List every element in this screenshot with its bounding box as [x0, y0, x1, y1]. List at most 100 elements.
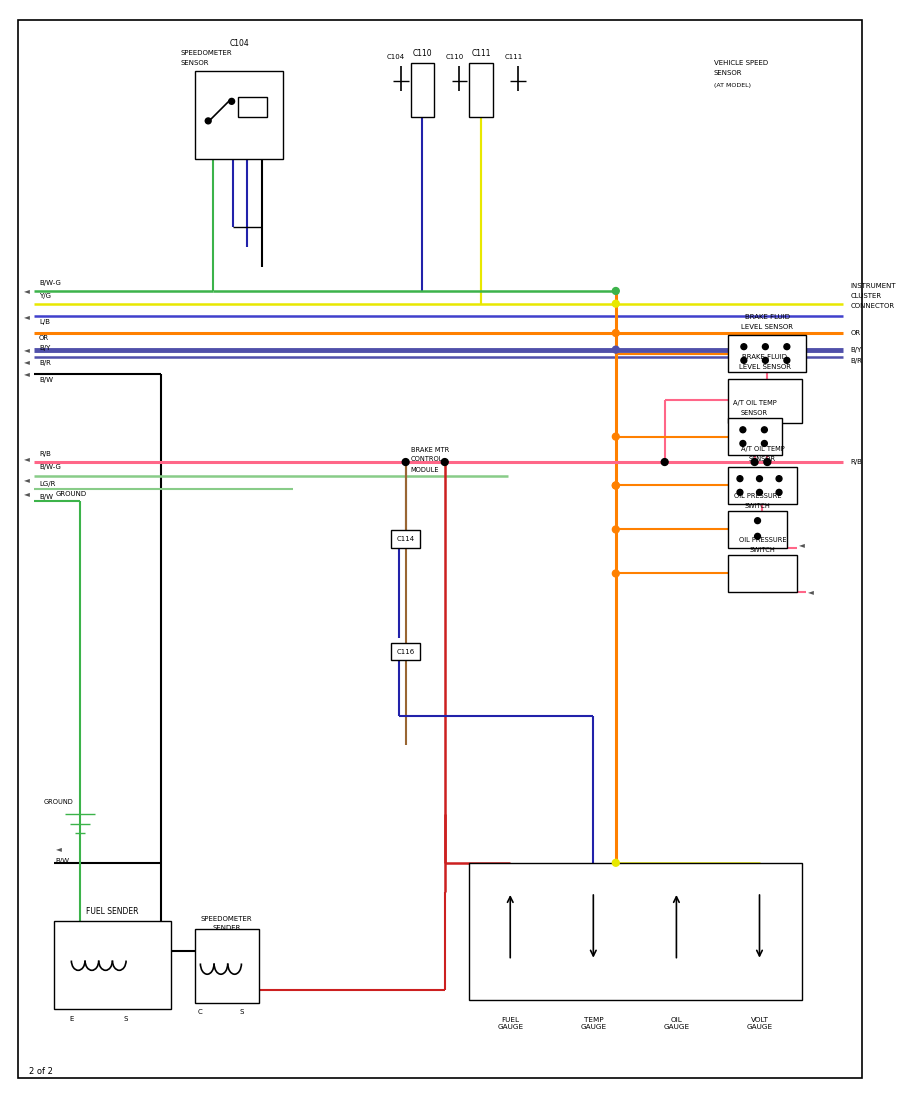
Text: B/W: B/W [56, 858, 69, 864]
Circle shape [762, 358, 769, 363]
Text: OIL
GAUGE: OIL GAUGE [663, 1018, 689, 1031]
Bar [728, 418, 782, 455]
Text: CONNECTOR: CONNECTOR [850, 302, 895, 309]
Text: TEMP
GAUGE: TEMP GAUGE [580, 1018, 607, 1031]
Bar [469, 63, 492, 117]
Text: C110: C110 [412, 48, 432, 58]
Text: B/Y: B/Y [850, 346, 862, 353]
Circle shape [764, 459, 770, 465]
Text: A/T OIL TEMP: A/T OIL TEMP [733, 400, 777, 406]
Text: SPEEDOMETER: SPEEDOMETER [181, 51, 232, 56]
Text: E: E [69, 1016, 74, 1022]
Text: B/Y: B/Y [39, 344, 50, 351]
Circle shape [761, 427, 768, 432]
Text: OR: OR [39, 334, 50, 341]
Circle shape [762, 344, 769, 350]
Text: GROUND: GROUND [56, 492, 86, 497]
Text: ◄: ◄ [24, 475, 31, 484]
Text: (AT MODEL): (AT MODEL) [714, 84, 751, 88]
Text: SWITCH: SWITCH [750, 547, 775, 553]
Bar [391, 642, 420, 660]
Text: ◄: ◄ [24, 370, 31, 378]
Text: ◄: ◄ [24, 345, 31, 354]
Text: OIL PRESSURE: OIL PRESSURE [739, 537, 787, 543]
Text: LG/R: LG/R [39, 481, 56, 486]
Circle shape [740, 440, 746, 447]
Text: VEHICLE SPEED: VEHICLE SPEED [714, 60, 768, 66]
Text: SENSOR: SENSOR [749, 456, 776, 462]
Text: BRAKE FLUID: BRAKE FLUID [742, 354, 788, 361]
Circle shape [205, 118, 212, 124]
Circle shape [784, 358, 790, 363]
Bar [728, 466, 796, 504]
Text: ◄: ◄ [24, 312, 31, 321]
Circle shape [740, 427, 746, 432]
Circle shape [754, 518, 760, 524]
Text: SENSOR: SENSOR [741, 410, 769, 416]
Bar [728, 510, 787, 548]
Text: OIL PRESSURE: OIL PRESSURE [734, 493, 781, 499]
Text: ◄: ◄ [56, 844, 61, 852]
Text: R/B: R/B [850, 459, 862, 465]
Text: ◄: ◄ [24, 356, 31, 366]
Circle shape [761, 440, 768, 447]
Text: ◄: ◄ [798, 540, 805, 549]
Circle shape [612, 570, 619, 576]
Text: B/W: B/W [39, 494, 53, 501]
Text: L/B: L/B [39, 319, 50, 326]
Text: B/W-G: B/W-G [39, 280, 61, 286]
Text: VOLT
GAUGE: VOLT GAUGE [746, 1018, 772, 1031]
Circle shape [612, 287, 619, 295]
Text: CLUSTER: CLUSTER [850, 293, 881, 299]
Circle shape [737, 490, 742, 495]
Bar [238, 98, 266, 117]
Bar [54, 922, 171, 1010]
Text: R/B: R/B [39, 451, 51, 458]
Text: CONTROL: CONTROL [410, 456, 443, 462]
Circle shape [612, 300, 619, 307]
Text: B/W: B/W [39, 377, 53, 383]
Text: B/W-G: B/W-G [39, 464, 61, 470]
Circle shape [757, 475, 762, 482]
Circle shape [741, 344, 747, 350]
Text: C104: C104 [387, 54, 405, 60]
Circle shape [741, 358, 747, 363]
Text: Y/G: Y/G [39, 293, 51, 299]
Text: BRAKE FLUID: BRAKE FLUID [745, 315, 790, 320]
Text: S: S [239, 1010, 244, 1015]
Text: SENSOR: SENSOR [181, 60, 210, 66]
Text: C111: C111 [472, 48, 491, 58]
Text: C111: C111 [504, 54, 523, 60]
Text: LEVEL SENSOR: LEVEL SENSOR [739, 364, 791, 371]
Text: SENDER: SENDER [212, 925, 241, 932]
Circle shape [776, 490, 782, 495]
Text: ◄: ◄ [24, 453, 31, 463]
Text: 2 of 2: 2 of 2 [30, 1067, 53, 1076]
Text: C104: C104 [230, 40, 249, 48]
Text: OR: OR [850, 330, 860, 336]
Text: ◄: ◄ [24, 488, 31, 498]
Bar [195, 72, 284, 160]
Text: C: C [198, 1010, 202, 1015]
Text: B/R: B/R [39, 361, 51, 366]
Text: INSTRUMENT: INSTRUMENT [850, 283, 896, 289]
Text: SWITCH: SWITCH [744, 503, 770, 509]
Bar [195, 930, 259, 1002]
Text: GROUND: GROUND [44, 800, 74, 805]
Circle shape [441, 459, 448, 465]
Text: C110: C110 [446, 54, 464, 60]
Circle shape [757, 490, 762, 495]
Bar [391, 530, 420, 548]
Text: SPEEDOMETER: SPEEDOMETER [201, 916, 253, 923]
Bar [469, 862, 802, 1000]
Circle shape [662, 459, 668, 465]
Bar [410, 63, 434, 117]
Circle shape [612, 330, 619, 337]
Bar [728, 554, 796, 592]
Text: A/T OIL TEMP: A/T OIL TEMP [741, 447, 784, 452]
Text: S: S [124, 1016, 129, 1022]
Text: ◄: ◄ [24, 286, 31, 296]
Text: MODULE: MODULE [410, 466, 439, 473]
Text: FUEL
GAUGE: FUEL GAUGE [497, 1018, 523, 1031]
Text: C116: C116 [397, 649, 415, 654]
